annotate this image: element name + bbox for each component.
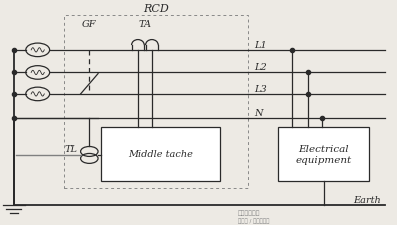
Text: Electrical
equipment: Electrical equipment [295, 144, 352, 164]
Text: L2: L2 [254, 63, 267, 72]
Text: TA: TA [139, 20, 151, 29]
Text: 公众号 / 万仁台电力: 公众号 / 万仁台电力 [238, 217, 270, 223]
Text: Middle tache: Middle tache [128, 150, 193, 159]
Text: L1: L1 [254, 40, 267, 50]
Text: TL: TL [65, 144, 78, 153]
FancyBboxPatch shape [278, 127, 369, 181]
Text: GF: GF [82, 20, 96, 29]
Text: Earth: Earth [353, 195, 381, 204]
Text: N: N [254, 108, 262, 117]
Text: 电力工程技术: 电力工程技术 [238, 209, 261, 215]
Text: RCD: RCD [143, 4, 169, 13]
Text: L3: L3 [254, 84, 267, 93]
FancyBboxPatch shape [101, 127, 220, 181]
